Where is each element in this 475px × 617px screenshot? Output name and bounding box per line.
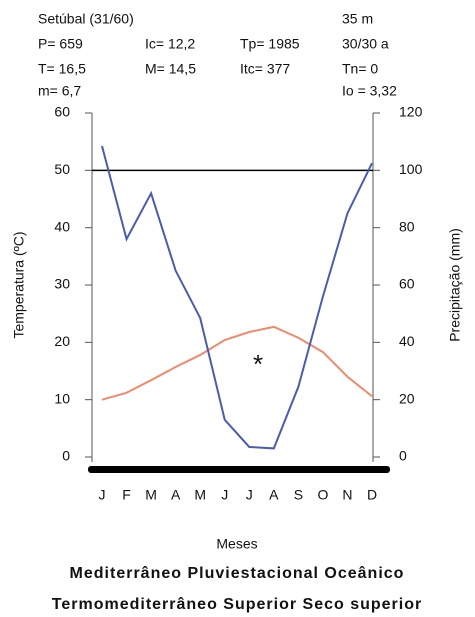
x-axis-label: Meses (216, 536, 257, 552)
y2-tick-label: 0 (399, 448, 407, 464)
header-text: m= 6,7 (38, 83, 81, 99)
y-tick-label: 60 (54, 104, 70, 120)
y-axis-label: Temperatura (ºC) (11, 231, 27, 338)
x-tick-label: O (317, 487, 328, 503)
y2-axis-label: Precipitação (mm) (447, 228, 463, 342)
frost-bar (88, 466, 390, 473)
classification: Mediterrâneo Pluviestacional Oceânico (70, 565, 405, 582)
y-tick-label: 50 (54, 161, 70, 177)
x-tick-label: A (269, 487, 279, 503)
header-text: Tp= 1985 (240, 36, 300, 52)
x-tick-label: A (171, 487, 181, 503)
annotation: * (253, 349, 263, 379)
y2-tick-label: 80 (399, 218, 415, 234)
x-tick-label: D (367, 487, 377, 503)
y2-tick-label: 20 (399, 390, 415, 406)
data-line (101, 325, 373, 401)
y-tick-label: 30 (54, 276, 70, 292)
y-tick-label: 0 (62, 448, 70, 464)
header-text: Io = 3,32 (342, 83, 397, 99)
y-tick-label: 40 (54, 218, 70, 234)
header-text: Setúbal (31/60) (38, 11, 134, 27)
header-text: Tn= 0 (342, 61, 378, 77)
y2-tick-label: 120 (399, 104, 423, 120)
header-text: M= 14,5 (145, 61, 196, 77)
y2-tick-label: 40 (399, 333, 415, 349)
x-tick-label: M (145, 487, 157, 503)
x-tick-label: J (246, 487, 253, 503)
x-tick-label: J (221, 487, 228, 503)
y2-tick-label: 60 (399, 276, 415, 292)
x-tick-label: S (294, 487, 303, 503)
y-tick-label: 20 (54, 333, 70, 349)
x-tick-label: N (342, 487, 352, 503)
y-tick-label: 10 (54, 390, 70, 406)
x-tick-label: M (194, 487, 206, 503)
header-text: 30/30 a (342, 36, 389, 52)
x-tick-label: J (99, 487, 106, 503)
data-line (101, 145, 373, 450)
y2-tick-label: 100 (399, 161, 423, 177)
header-text: T= 16,5 (38, 61, 86, 77)
x-tick-label: F (122, 487, 131, 503)
header-text: Itc= 377 (240, 61, 290, 77)
classification: Termomediterrâneo Superior Seco superior (52, 596, 422, 613)
header-text: 35 m (342, 11, 373, 27)
header-text: P= 659 (38, 36, 83, 52)
header-text: Ic= 12,2 (145, 36, 195, 52)
